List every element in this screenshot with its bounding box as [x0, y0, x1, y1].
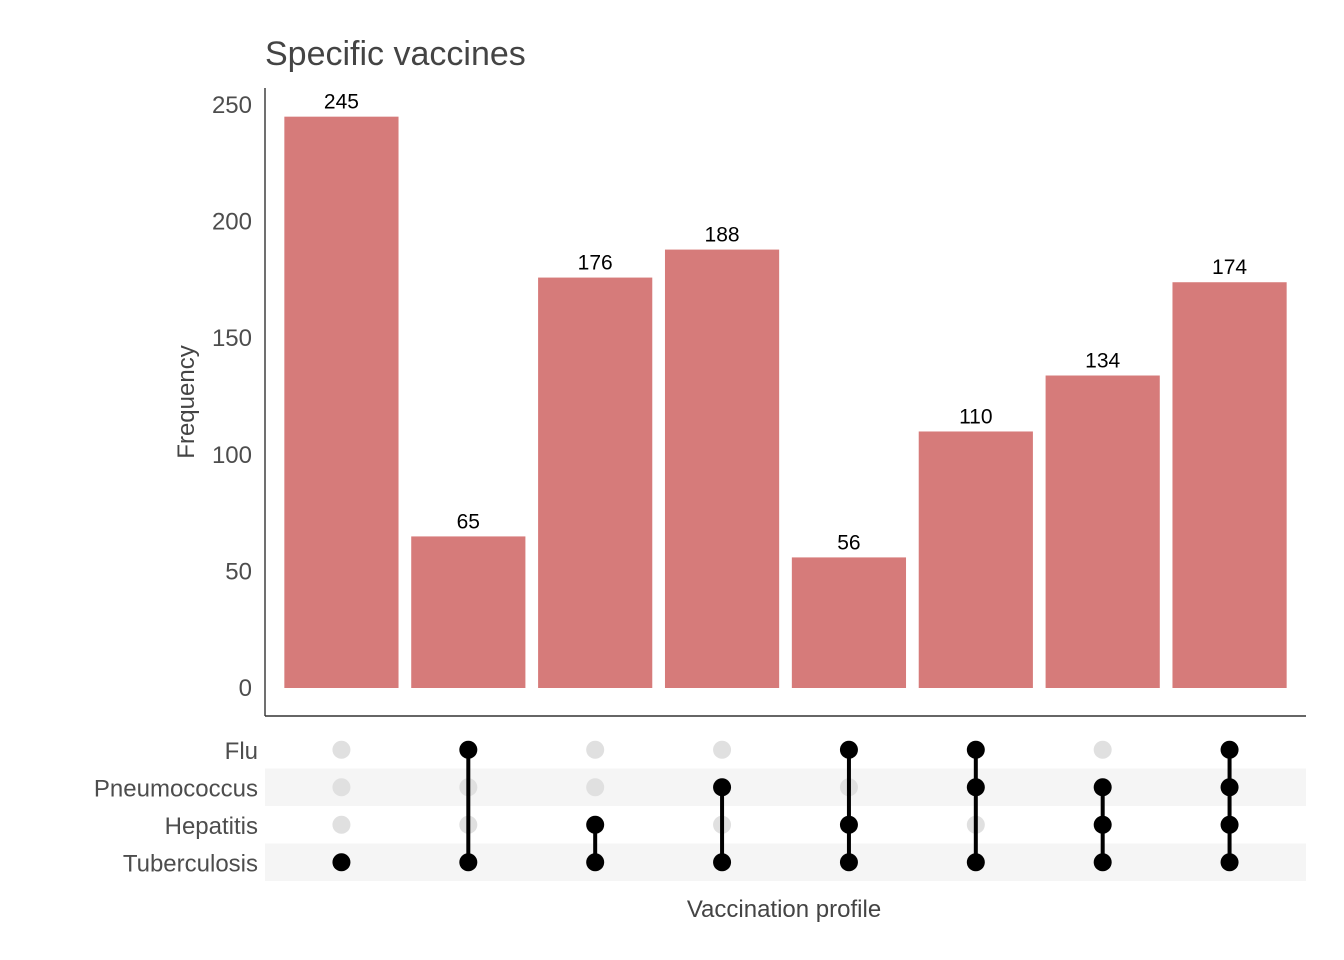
bar: [284, 116, 399, 688]
y-axis-ticks: 0 50 100 150 200 250: [212, 92, 252, 702]
matrix-dot-active: [839, 853, 858, 872]
matrix-dot-active: [586, 853, 605, 872]
matrix-dot-active: [966, 853, 985, 872]
matrix-dot-active: [459, 853, 478, 872]
bar-value-label: 65: [457, 510, 480, 533]
matrix-dot-active: [839, 740, 858, 759]
matrix-dot-active: [459, 740, 478, 759]
bar-value-label: 110: [959, 405, 992, 428]
bar: [538, 277, 653, 688]
y-tick-label: 200: [212, 209, 252, 236]
bar: [411, 536, 526, 688]
matrix-dot-active: [966, 778, 985, 797]
matrix-dot-inactive: [332, 815, 351, 834]
bar: [918, 431, 1033, 688]
matrix-dot-active: [1093, 815, 1112, 834]
bar-value-label: 176: [578, 252, 613, 275]
set-labels: Flu Pneumococcus Hepatitis Tuberculosis: [94, 738, 258, 878]
set-label: Flu: [225, 738, 258, 765]
bars: [284, 116, 1287, 689]
matrix-dot-active: [966, 740, 985, 759]
matrix-dot-active: [1220, 815, 1239, 834]
matrix-dot-active: [586, 815, 605, 834]
matrix-dot-active: [713, 853, 732, 872]
matrix-dot-active: [839, 815, 858, 834]
y-tick-label: 0: [239, 675, 252, 702]
bar-value-label: 245: [324, 91, 359, 114]
bar-value-labels: 245 65 176 188 56 110 134 174: [324, 91, 1247, 555]
matrix-row-stripe: [265, 768, 1306, 806]
set-label: Tuberculosis: [123, 850, 258, 877]
y-tick-label: 250: [212, 92, 252, 119]
matrix-dot-active: [1093, 778, 1112, 797]
bar: [1045, 375, 1160, 688]
matrix-row-stripes: [265, 768, 1306, 881]
matrix-dot-active: [1220, 778, 1239, 797]
bar-value-label: 174: [1212, 256, 1247, 279]
y-tick-label: 150: [212, 325, 252, 352]
matrix-dot-active: [1220, 853, 1239, 872]
x-axis-title: Vaccination profile: [687, 896, 881, 923]
matrix-dot-active: [332, 853, 351, 872]
bar-value-label: 56: [837, 531, 860, 554]
bar-value-label: 134: [1085, 350, 1120, 373]
matrix-dot-inactive: [586, 778, 605, 797]
intersection-matrix: [332, 740, 1239, 872]
set-label: Hepatitis: [165, 813, 258, 840]
bar: [664, 249, 780, 689]
chart-title: Specific vaccines: [265, 35, 526, 73]
matrix-dot-active: [1093, 853, 1112, 872]
matrix-dot-inactive: [332, 740, 351, 759]
matrix-dot-inactive: [713, 740, 732, 759]
y-axis-title: Frequency: [173, 345, 200, 458]
matrix-dot-inactive: [332, 778, 351, 797]
matrix-row-stripe: [265, 843, 1306, 881]
set-label: Pneumococcus: [94, 775, 258, 802]
bar: [791, 557, 907, 688]
matrix-dot-active: [713, 778, 732, 797]
bar-value-label: 188: [705, 224, 740, 247]
matrix-dot-inactive: [586, 740, 605, 759]
matrix-dot-inactive: [1093, 740, 1112, 759]
matrix-dot-active: [1220, 740, 1239, 759]
bar: [1172, 282, 1287, 688]
y-tick-label: 50: [225, 558, 252, 585]
y-tick-label: 100: [212, 442, 252, 469]
